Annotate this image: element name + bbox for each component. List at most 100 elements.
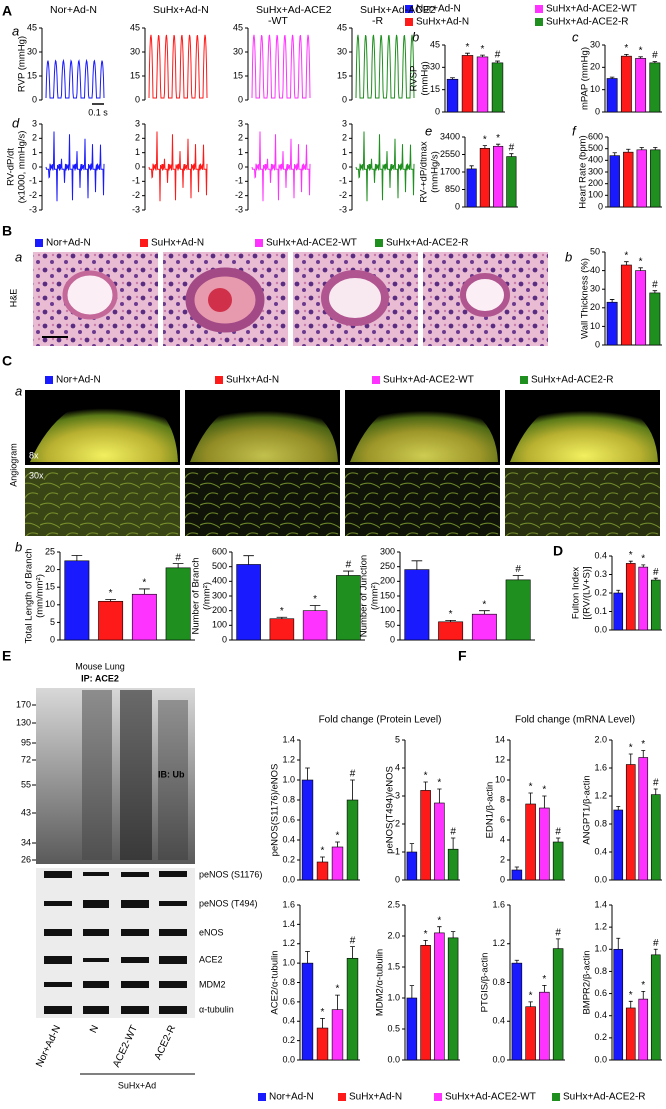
panel-label: a xyxy=(12,23,19,38)
y-tick-label: 500 xyxy=(588,143,603,153)
angiogram-zoom xyxy=(25,468,180,536)
error-bar xyxy=(343,570,354,576)
y-tick-label: 15 xyxy=(337,70,347,80)
significance-mark: * xyxy=(313,594,317,605)
vessel-lumen xyxy=(460,273,510,317)
error-bar xyxy=(409,985,415,998)
bar xyxy=(336,575,361,641)
mw-marker: 95 xyxy=(21,737,31,747)
bar xyxy=(638,998,649,1061)
y-tick-label: -1 xyxy=(235,176,243,186)
significance-mark: * xyxy=(624,250,628,261)
y-tick-label: 200 xyxy=(380,576,395,586)
blot-ib: IB: Ub xyxy=(158,769,185,779)
y-tick-label: -2 xyxy=(235,190,243,200)
stain-label: H&E xyxy=(8,289,18,308)
error-bar xyxy=(628,753,633,765)
angiogram-lung xyxy=(30,395,178,462)
y-tick-label: 1.2 xyxy=(282,938,295,948)
y-tick-label: 1 xyxy=(135,147,140,157)
bar xyxy=(650,579,661,631)
error-bar xyxy=(616,806,621,810)
trace-title: SuHx+Ad-N xyxy=(153,4,209,16)
y-tick-label: 0.2 xyxy=(282,854,295,864)
y-tick-label: 1.2 xyxy=(282,754,295,764)
trace-title: -WT xyxy=(268,15,288,27)
bar xyxy=(650,794,661,881)
error-bar xyxy=(320,1017,325,1029)
legend-swatch xyxy=(35,239,43,247)
significance-mark: * xyxy=(109,588,113,599)
bar xyxy=(506,156,517,208)
bar xyxy=(491,62,504,113)
error-bar xyxy=(482,145,487,149)
error-bar xyxy=(276,616,288,619)
bar xyxy=(236,564,261,641)
band-label: peNOS (T494) xyxy=(199,898,258,908)
bar xyxy=(493,145,504,208)
y-tick-label: 45 xyxy=(430,39,440,49)
legend-label: SuHx+Ad-ACE2-R xyxy=(386,238,469,249)
y-axis-label: ACE2/α-tubulin xyxy=(270,950,281,1014)
bar xyxy=(649,292,661,346)
bar xyxy=(650,954,661,1061)
legend-label: SuHx+Ad-N xyxy=(151,238,204,249)
y-tick-label: 1.6 xyxy=(594,762,607,772)
panel-label: b xyxy=(412,29,419,44)
y-axis-label: (mmHg/s) xyxy=(430,151,441,193)
angiogram-lung xyxy=(350,398,498,462)
significance-mark: * xyxy=(639,45,643,56)
bar xyxy=(620,264,632,346)
y-tick-label: 30 xyxy=(233,46,243,56)
section-title: Fold change (mRNA Level) xyxy=(515,715,635,726)
bar xyxy=(316,1027,329,1061)
error-bar xyxy=(305,951,310,964)
y-tick-label: 0 xyxy=(32,94,37,104)
legend-label: Nor+Ad-N xyxy=(269,1092,314,1103)
y-tick-label: -1 xyxy=(339,176,347,186)
significance-mark: # xyxy=(515,564,521,575)
y-tick-label: 0.0 xyxy=(594,624,607,634)
significance-mark: # xyxy=(652,279,658,290)
y-tick-label: 14 xyxy=(495,734,505,744)
y-tick-label: 30 xyxy=(430,62,440,72)
section-title: Fold change (Protein Level) xyxy=(319,715,442,726)
bar xyxy=(635,58,647,113)
y-tick-label: -3 xyxy=(235,204,243,214)
bar xyxy=(606,301,618,346)
band-label: α-tubulin xyxy=(199,1004,234,1014)
bar xyxy=(539,807,550,881)
legend-swatch xyxy=(45,376,53,384)
error-bar xyxy=(139,588,150,595)
legend-swatch xyxy=(535,5,543,13)
error-bar xyxy=(638,267,643,271)
error-bar xyxy=(555,837,561,842)
error-bar xyxy=(653,948,658,955)
bar xyxy=(525,1006,536,1061)
significance-mark: * xyxy=(542,785,546,796)
legend-label: SuHx+Ad-ACE2-WT xyxy=(266,238,357,249)
trace-waveform xyxy=(45,131,105,202)
y-tick-label: 1.0 xyxy=(282,958,295,968)
y-axis-label: (mm/mm²) xyxy=(35,574,46,618)
bar xyxy=(420,944,431,1061)
y-tick-label: -2 xyxy=(29,190,37,200)
y-tick-label: 0.4 xyxy=(282,1016,295,1026)
y-tick-label: 0 xyxy=(222,634,227,644)
y-tick-label: 15 xyxy=(27,70,37,80)
y-tick-label: 3 xyxy=(135,118,140,128)
bar xyxy=(331,1009,344,1061)
legend-swatch xyxy=(405,18,413,26)
y-tick-label: 0 xyxy=(342,161,347,171)
y-tick-label: 0 xyxy=(50,634,55,644)
y-tick-label: 50 xyxy=(385,620,395,630)
significance-mark: * xyxy=(321,846,325,857)
bar xyxy=(511,869,523,881)
error-bar xyxy=(639,147,644,150)
y-tick-label: 600 xyxy=(588,131,603,141)
legend-label: SuHx+Ad-N xyxy=(349,1092,402,1103)
error-bar xyxy=(628,560,633,564)
y-axis-label: RVSP xyxy=(409,66,420,92)
bar xyxy=(525,803,536,881)
y-tick-label: 45 xyxy=(233,22,243,32)
